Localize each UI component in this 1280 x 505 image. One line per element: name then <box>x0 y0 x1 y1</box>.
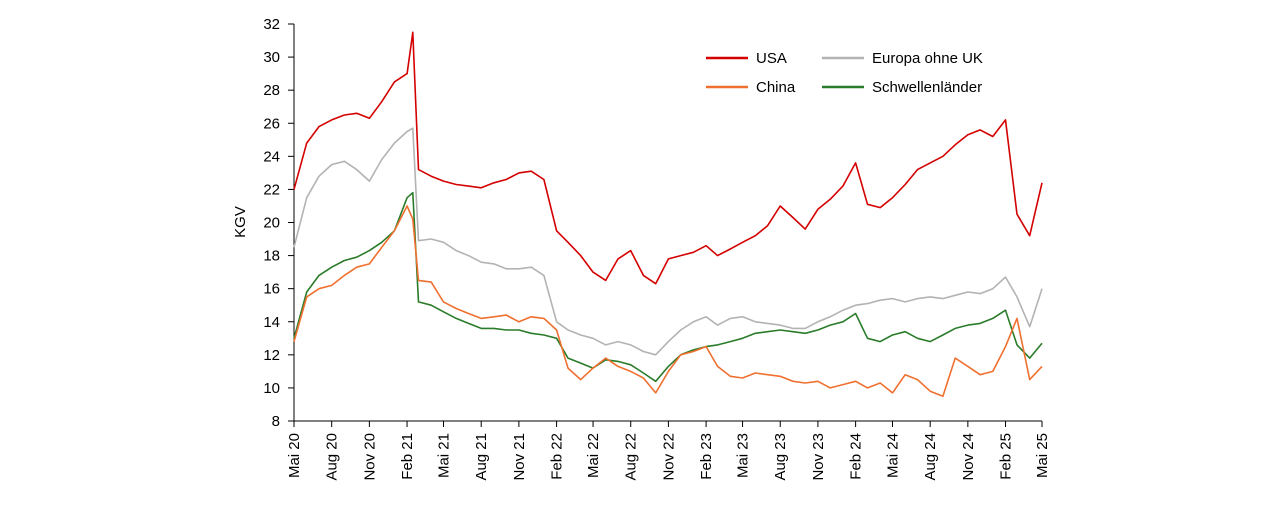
x-tick-label: Nov 24 <box>960 433 977 481</box>
y-axis-title: KGV <box>232 206 249 238</box>
x-tick-label: Mai 25 <box>1034 433 1051 478</box>
x-axis-ticks: Mai 20 Aug 20 Nov 20 Feb 21 Mai 21 Aug 21 Nov … <box>286 421 1051 481</box>
y-tick-label: 32 <box>263 16 280 33</box>
y-tick-label: 10 <box>263 380 280 397</box>
series-line-europa-ohne-uk <box>293 127 1043 356</box>
x-tick-label: Mai 20 <box>286 433 303 478</box>
x-tick-label: Aug 23 <box>772 433 789 481</box>
y-tick-label: 22 <box>263 181 280 198</box>
y-tick-label: 12 <box>263 347 280 364</box>
x-tick-label: Mai 24 <box>884 433 901 478</box>
x-tick-label: Mai 22 <box>585 433 602 478</box>
y-axis-ticks: 8 10 12 14 16 18 20 22 24 26 28 30 32 <box>263 16 294 430</box>
x-tick-label: Nov 23 <box>810 433 827 481</box>
x-tick-label: Feb 25 <box>998 433 1015 480</box>
x-tick-label: Feb 22 <box>549 433 566 480</box>
series-line-china <box>293 205 1043 398</box>
x-tick-label: Feb 24 <box>848 433 865 480</box>
x-tick-label: Mai 23 <box>735 433 752 478</box>
series-line-usa <box>293 31 1043 285</box>
y-tick-label: 28 <box>263 82 280 99</box>
x-tick-label: Aug 24 <box>922 433 939 481</box>
y-tick-label: 20 <box>263 215 280 232</box>
x-tick-label: Nov 21 <box>511 433 528 481</box>
x-tick-label: Aug 22 <box>623 433 640 481</box>
x-tick-label: Aug 20 <box>324 433 341 481</box>
series-lines <box>293 31 1043 398</box>
y-tick-label: 26 <box>263 115 280 132</box>
legend: USA China Europa ohne UK Schwellenländer <box>706 50 983 96</box>
legend-label: Schwellenländer <box>872 79 982 96</box>
x-tick-label: Feb 21 <box>399 433 416 480</box>
y-tick-label: 14 <box>263 314 280 331</box>
legend-label: Europa ohne UK <box>872 50 983 67</box>
y-tick-label: 16 <box>263 281 280 298</box>
legend-label: China <box>756 79 796 96</box>
x-tick-label: Nov 22 <box>660 433 677 481</box>
series-line-schwellenl-nder <box>293 191 1043 383</box>
x-tick-label: Aug 21 <box>473 433 490 481</box>
y-tick-label: 18 <box>263 248 280 265</box>
x-tick-label: Nov 20 <box>361 433 378 481</box>
y-tick-label: 30 <box>263 49 280 66</box>
x-tick-label: Mai 21 <box>436 433 453 478</box>
x-tick-label: Feb 23 <box>698 433 715 480</box>
legend-label: USA <box>756 50 787 67</box>
y-tick-label: 8 <box>272 413 280 430</box>
y-tick-label: 24 <box>263 148 280 165</box>
